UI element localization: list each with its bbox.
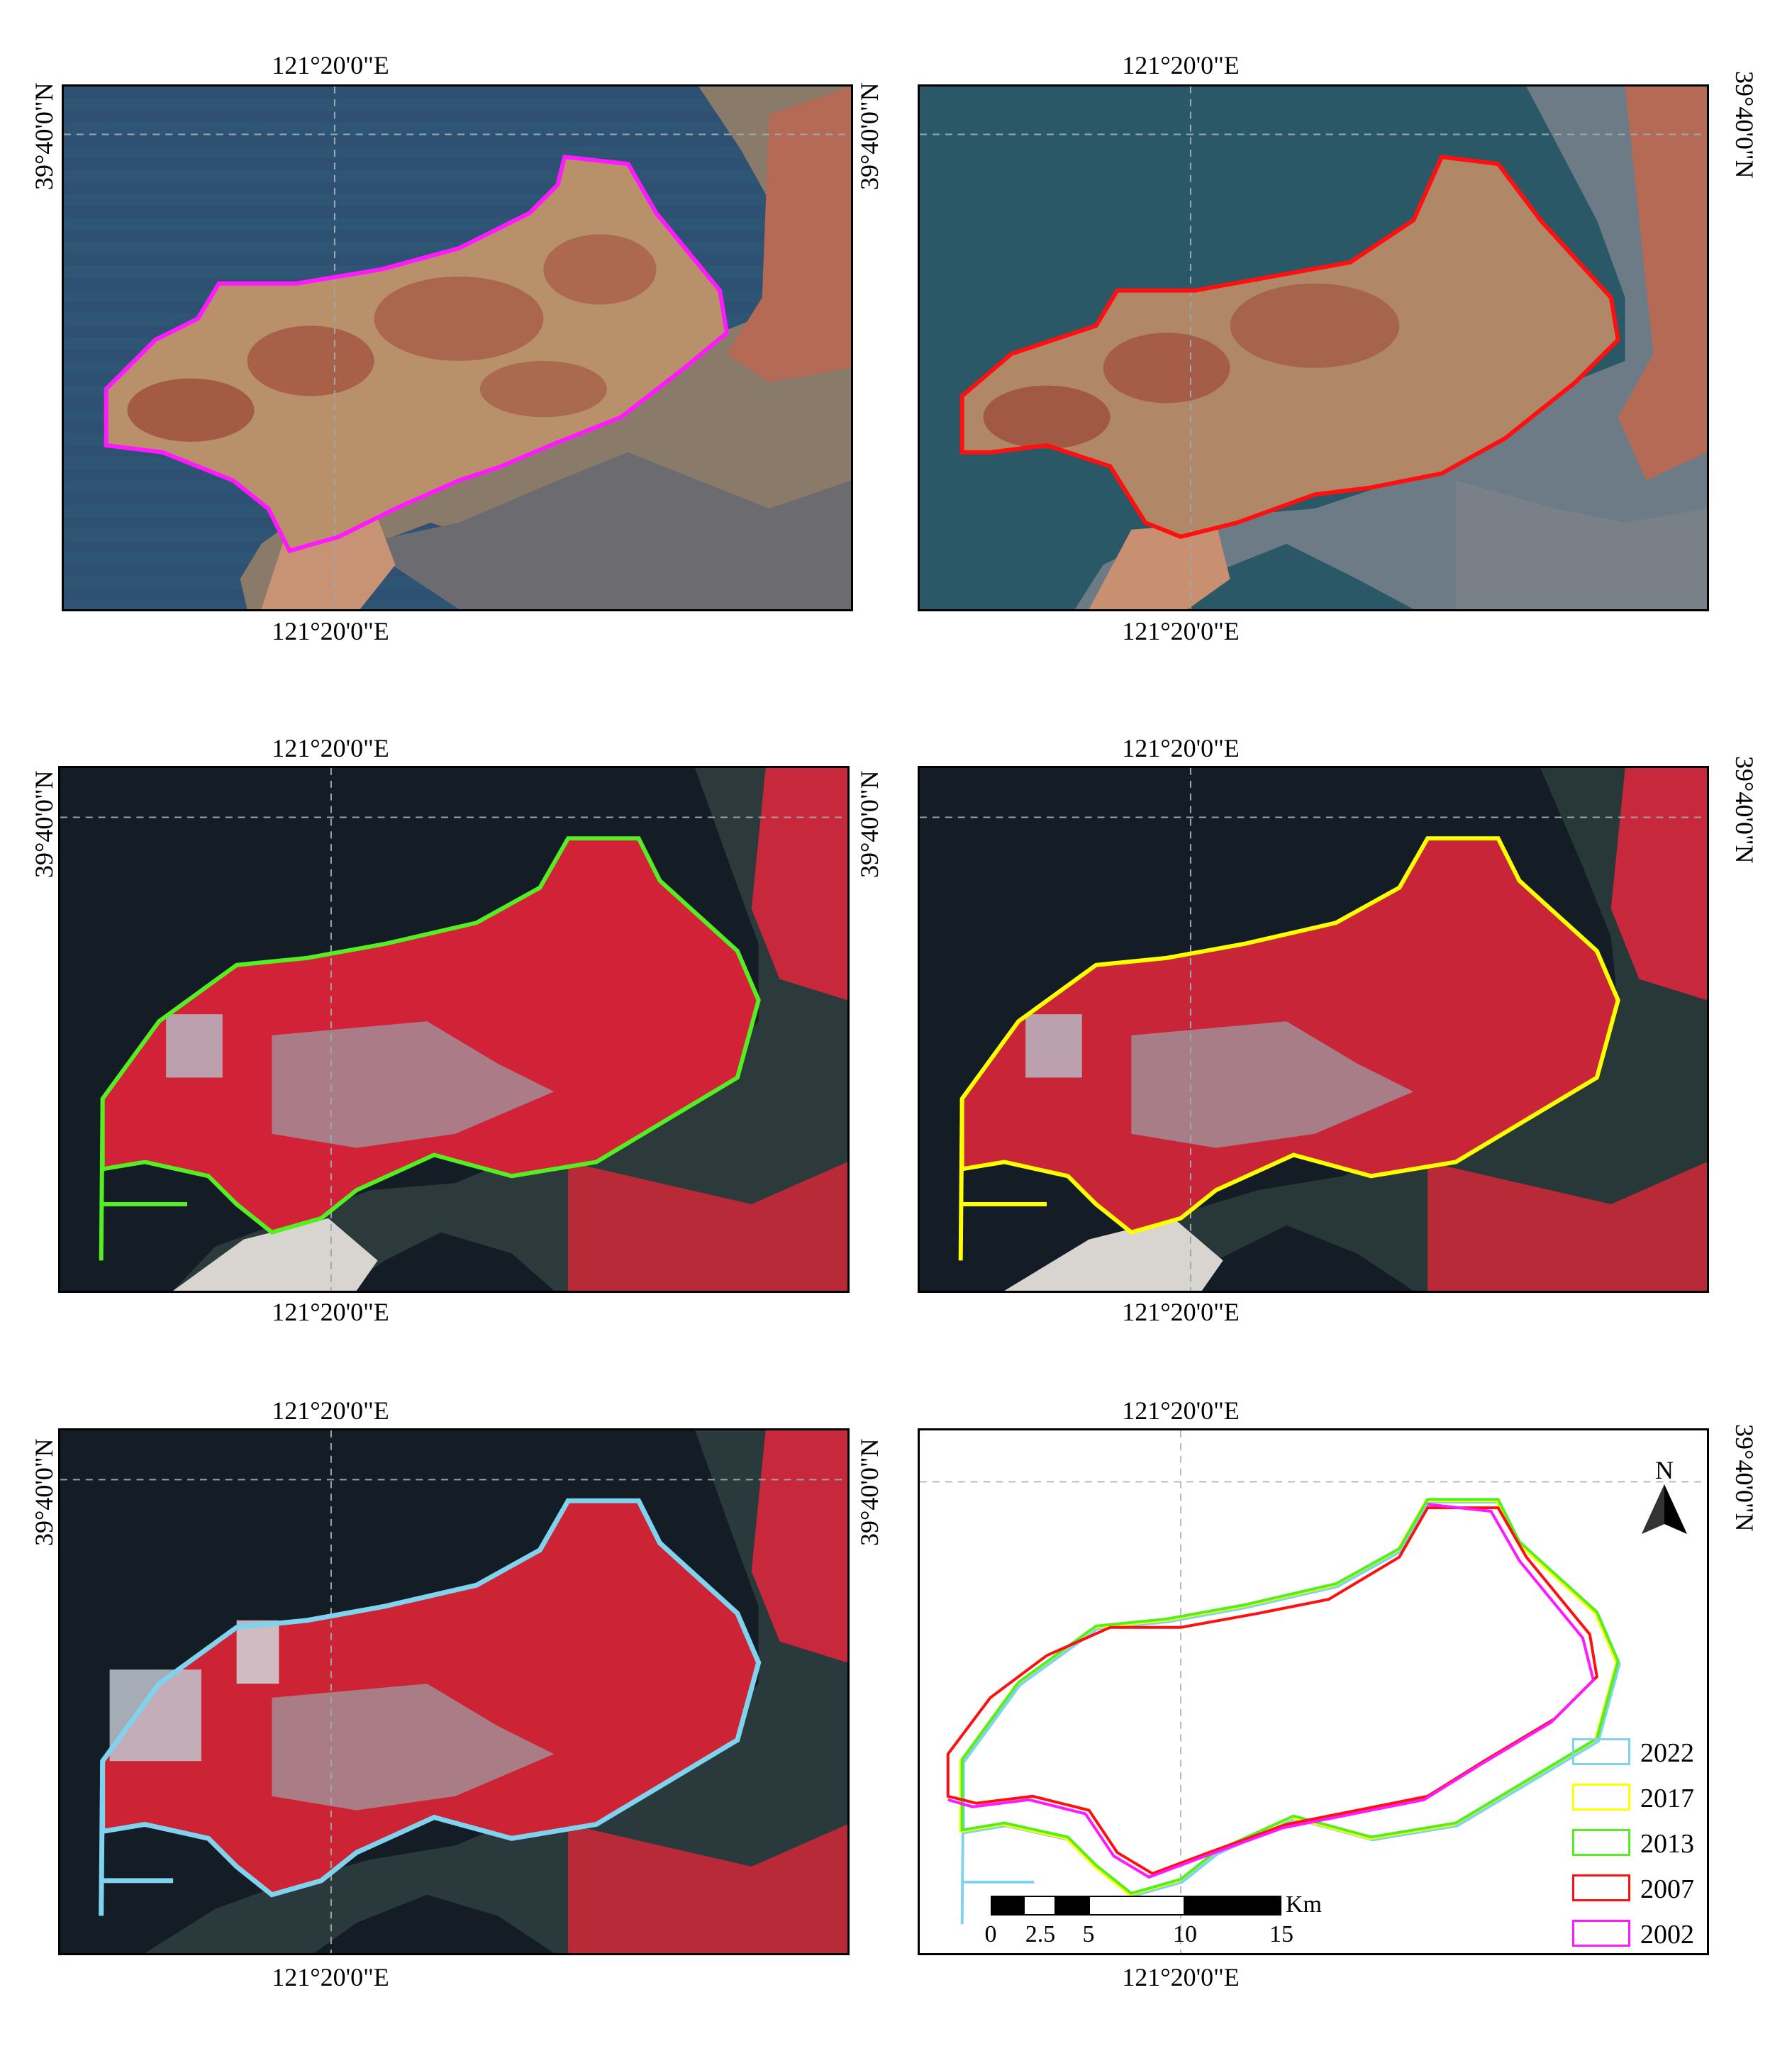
lon-label-top-3: 121°20'0"E <box>272 734 389 762</box>
scale-bar-unit: Km <box>1286 1891 1322 1918</box>
legend-item-2022: 2022 <box>1572 1735 1707 1771</box>
legend-swatch-2013 <box>1572 1829 1630 1856</box>
lat-label-left-3: 39°40'0"N <box>30 770 58 878</box>
north-arrow-label: N <box>1655 1456 1674 1484</box>
lon-label-bottom-4: 121°20'0"E <box>1122 1298 1240 1326</box>
satellite-image-2002 <box>64 87 851 609</box>
north-arrow: N <box>1636 1457 1693 1535</box>
legend-item-2013: 2013 <box>1572 1826 1707 1862</box>
scale-tick-15: 15 <box>1269 1921 1293 1947</box>
north-arrow-icon <box>1642 1484 1687 1534</box>
lat-label-left-1: 39°40'0"N <box>30 82 58 190</box>
lon-label-bottom-5: 121°20'0"E <box>272 1963 389 1991</box>
legend-label-2002: 2002 <box>1640 1920 1694 1950</box>
lon-label-top-4: 121°20'0"E <box>1122 734 1240 762</box>
legend-item-2002: 2002 <box>1572 1917 1707 1952</box>
shoreline-boundary-2017 <box>959 836 1620 1235</box>
scale-tick-2-5: 2.5 <box>1025 1921 1056 1947</box>
legend-item-2017: 2017 <box>1572 1781 1707 1816</box>
scale-tick-5: 5 <box>1082 1921 1095 1947</box>
legend-swatch-2007 <box>1572 1874 1630 1901</box>
lat-label-left-5: 39°40'0"N <box>30 1438 58 1546</box>
lon-label-top-1: 121°20'0"E <box>272 51 389 79</box>
overlay-line-2013 <box>960 1498 1620 1895</box>
shoreline-boundary-2022 <box>100 1498 762 1898</box>
scale-bar-seg-1 <box>991 1896 1023 1916</box>
lon-label-bottom-2: 121°20'0"E <box>1122 617 1240 645</box>
overlay-line-2022 <box>960 1501 1621 1925</box>
legend-label-2017: 2017 <box>1640 1784 1694 1813</box>
satellite-image-2007 <box>920 87 1707 609</box>
lat-label-right-6: 39°40'0"N <box>1730 1424 1759 1532</box>
map-panel-2022 <box>58 1428 850 1955</box>
shoreline-boundary-2002 <box>104 154 730 554</box>
scale-tick-0: 0 <box>984 1921 997 1947</box>
scale-bar-seg-5 <box>1185 1896 1281 1916</box>
legend-label-2013: 2013 <box>1640 1829 1694 1859</box>
lon-label-bottom-3: 121°20'0"E <box>272 1298 389 1326</box>
legend-item-2007: 2007 <box>1572 1872 1707 1907</box>
map-panel-2017 <box>918 766 1709 1293</box>
legend-swatch-2022 <box>1572 1738 1630 1765</box>
lat-label-left-2: 39°40'0"N <box>855 82 884 190</box>
legend-label-2022: 2022 <box>1640 1738 1694 1768</box>
overlay-line-2007 <box>946 1506 1598 1876</box>
legend-label-2007: 2007 <box>1640 1874 1694 1904</box>
satellite-image-2022 <box>60 1430 847 1953</box>
scale-bar-seg-2 <box>1023 1896 1056 1916</box>
map-panel-overlay: N Km 0 2.5 5 10 15 2022 2017 2013 <box>918 1428 1709 1955</box>
map-panel-2002 <box>62 84 853 611</box>
lon-label-top-6: 121°20'0"E <box>1122 1396 1240 1425</box>
scale-bar-seg-3 <box>1056 1896 1089 1916</box>
legend-swatch-2002 <box>1572 1920 1630 1947</box>
scale-bar: Km 0 2.5 5 10 15 <box>985 1891 1388 1952</box>
lon-label-bottom-6: 121°20'0"E <box>1122 1963 1240 1991</box>
lon-label-top-2: 121°20'0"E <box>1122 51 1240 79</box>
map-panel-2013 <box>58 766 850 1293</box>
satellite-image-2017 <box>920 768 1707 1291</box>
scale-tick-10: 10 <box>1173 1921 1197 1947</box>
lon-label-top-5: 121°20'0"E <box>272 1396 389 1425</box>
shoreline-boundary-2013 <box>100 836 761 1235</box>
lon-label-bottom-1: 121°20'0"E <box>272 617 389 645</box>
legend-swatch-2017 <box>1572 1784 1630 1811</box>
satellite-image-2013 <box>60 768 847 1291</box>
scale-bar-seg-4 <box>1089 1896 1185 1916</box>
overlay-line-2002 <box>947 1503 1596 1879</box>
lat-label-right-2: 39°40'0"N <box>1730 71 1759 179</box>
map-panel-2007 <box>918 84 1709 611</box>
legend: 2022 2017 2013 2007 2002 <box>1572 1735 1707 1948</box>
lat-label-left-4: 39°40'0"N <box>855 770 884 878</box>
lat-label-right-4: 39°40'0"N <box>1730 756 1759 864</box>
shoreline-boundary-2007 <box>959 154 1620 539</box>
lat-label-left-6: 39°40'0"N <box>855 1438 884 1546</box>
